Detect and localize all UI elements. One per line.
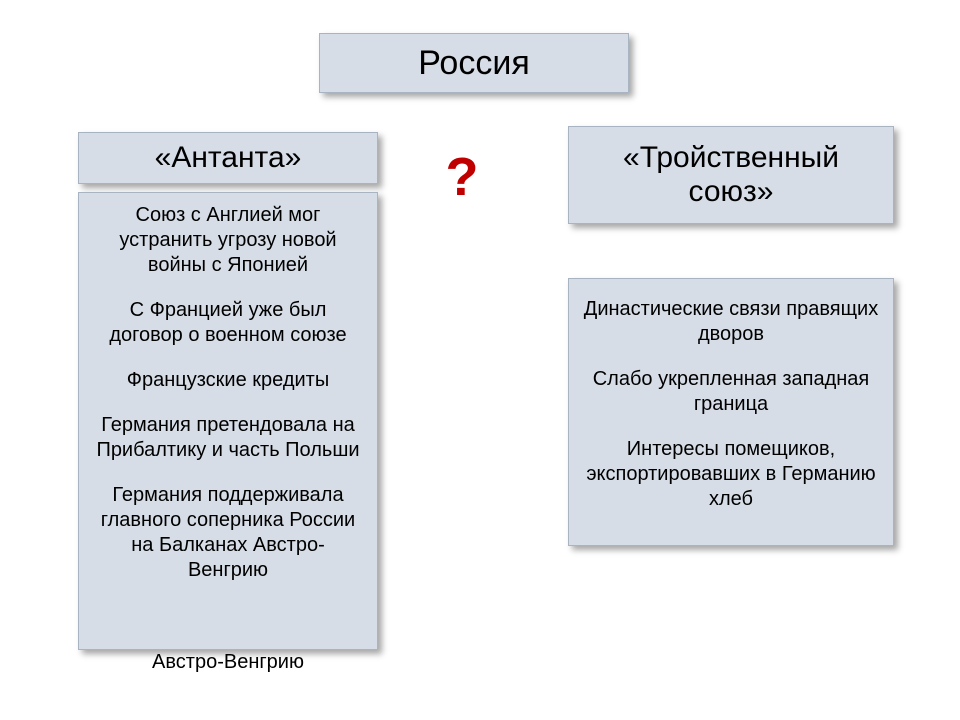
left-point: Германия поддерживала главного соперника… [93,483,363,583]
right-content-box: Династические связи правящих дворов Слаб… [568,278,894,546]
question-mark-text: ? [446,147,479,207]
left-point: Германия претендовала на Прибалтику и ча… [93,413,363,463]
left-overflow-line: Австро-Венгрию [152,651,304,673]
left-point: С Францией уже был договор о военном сою… [93,298,363,348]
title-text: Россия [418,44,530,83]
right-label-text: «Тройственный союз» [579,141,883,210]
left-content-box: Союз с Англией мог устранить угрозу ново… [78,192,378,650]
diagram-canvas: Россия «Антанта» «Тройственный союз» ? С… [0,0,960,720]
left-label-box: «Антанта» [78,132,378,184]
left-point: Союз с Англией мог устранить угрозу ново… [93,203,363,278]
right-point: Интересы помещиков, экспортировавших в Г… [583,437,879,512]
right-point: Слабо укрепленная западная граница [583,367,879,417]
right-point: Династические связи правящих дворов [583,297,879,347]
title-box: Россия [319,33,629,93]
left-overflow-text: Австро-Венгрию [78,650,378,675]
right-label-box: «Тройственный союз» [568,126,894,224]
question-mark: ? [442,150,482,204]
left-label-text: «Антанта» [155,141,302,176]
left-point: Французские кредиты [127,368,329,393]
